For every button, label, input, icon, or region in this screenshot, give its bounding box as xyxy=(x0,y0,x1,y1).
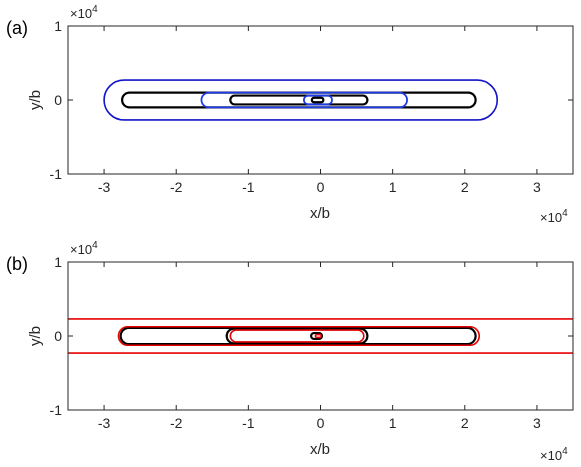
panel-b: (b) ×104 -3 -2 -1 0 1 2 3 -1 0 1 x/b y/b ×104 xyxy=(6,240,574,463)
panel-a-series-3-contour xyxy=(229,94,369,106)
panel-b-series-group xyxy=(68,318,573,354)
panel-b-y-axis-label: y/b xyxy=(27,326,44,346)
panel-a-y-exponent: ×104 xyxy=(70,4,98,21)
panel-a-x-tick-label: -3 xyxy=(98,179,111,195)
panel-a-x-tick-label: 2 xyxy=(461,179,469,195)
panel-a-x-tick-label: 0 xyxy=(317,179,325,195)
panel-b-x-tick-label: 1 xyxy=(389,415,397,431)
panel-b-x-tick-label: 2 xyxy=(461,415,469,431)
panel-b-x-tick-label: 0 xyxy=(317,415,325,431)
panel-b-series-4-contour xyxy=(229,329,365,343)
panel-a-y-axis-label: y/b xyxy=(27,90,44,110)
panel-b-y-exponent: ×104 xyxy=(70,240,98,257)
panel-a-x-tick-label: 1 xyxy=(389,179,397,195)
panel-a-x-axis-label: x/b xyxy=(310,205,330,222)
panel-a-x-exponent: ×104 xyxy=(540,208,568,225)
panel-b-series-3-contour xyxy=(225,327,369,345)
panel-b-series-6-contour xyxy=(314,333,323,339)
panel-a-series-group xyxy=(103,79,499,121)
panel-b-y-tick-label: 1 xyxy=(54,254,62,270)
panel-a-background xyxy=(68,26,573,174)
panel-b-x-axis-label: x/b xyxy=(310,441,330,458)
panel-a-x-tick-label: -1 xyxy=(242,179,255,195)
panel-b-y-tick-label: -1 xyxy=(50,402,63,418)
panel-a-series-5-contour xyxy=(310,96,325,104)
panel-b-x-tick-label: -1 xyxy=(242,415,255,431)
panel-b-x-tick-label: -3 xyxy=(98,415,111,431)
panel-a-plot-area: -3 -2 -1 0 1 2 3 -1 0 1 xyxy=(50,18,574,195)
panel-b-series-0-contour xyxy=(68,318,573,354)
panel-b-x-tick-label: 3 xyxy=(533,415,541,431)
panel-b-y-tick-label: 0 xyxy=(54,328,62,344)
panel-a-series-0-contour xyxy=(103,79,499,121)
panel-a-y-tick-label: 0 xyxy=(54,92,62,108)
panel-b-series-2-contour xyxy=(117,325,481,347)
panel-a-x-tick-label: 3 xyxy=(533,179,541,195)
panel-a-series-4-contour xyxy=(303,94,333,106)
panel-a-x-tick-label: -2 xyxy=(170,179,183,195)
panel-b-plot-area: -3 -2 -1 0 1 2 3 -1 0 1 xyxy=(50,254,574,431)
panel-a-y-tick-label: 1 xyxy=(54,18,62,34)
panel-a: (a) ×104 -3 -2 -1 0 1 2 3 -1 0 1 x/b y/b ×104 xyxy=(6,4,574,225)
panel-a-label: (a) xyxy=(6,18,28,38)
panel-b-x-tick-label: -2 xyxy=(170,415,183,431)
panel-a-y-tick-label: -1 xyxy=(50,166,63,182)
panel-b-label: (b) xyxy=(6,254,28,274)
panel-b-x-exponent: ×104 xyxy=(540,446,568,463)
panel-a-series-2-contour xyxy=(200,91,408,109)
